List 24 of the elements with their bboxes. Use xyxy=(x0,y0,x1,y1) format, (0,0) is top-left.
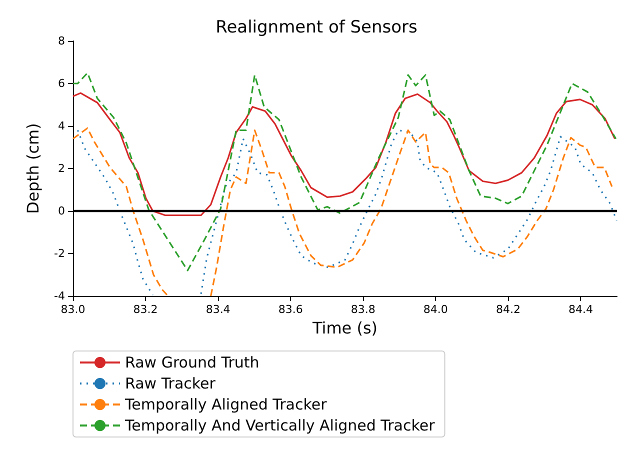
line-series xyxy=(72,72,617,272)
x-tick-label: 83.6 xyxy=(278,303,303,316)
y-tick-label: 8 xyxy=(58,34,65,48)
line-series xyxy=(72,92,616,216)
y-tick-label: -2 xyxy=(54,247,65,260)
x-tick-label: 84.4 xyxy=(568,303,593,316)
legend-label: Temporally And Vertically Aligned Tracker xyxy=(124,416,436,434)
y-tick-label: -4 xyxy=(54,290,65,302)
y-tick-label: 2 xyxy=(58,162,65,175)
legend-label: Raw Tracker xyxy=(125,374,216,392)
x-tick-label: 84.0 xyxy=(423,303,448,316)
y-tick-label: 4 xyxy=(58,120,65,132)
x-tick-label: 83.2 xyxy=(133,303,158,316)
x-tick-label: 84.2 xyxy=(496,303,520,316)
y-tick-label: 0 xyxy=(58,204,65,218)
y-axis-title: Depth (cm) xyxy=(24,123,42,214)
legend-label: Raw Ground Truth xyxy=(125,354,260,372)
legend-label: Temporally Aligned Tracker xyxy=(124,396,328,414)
chart-title: Realignment of Sensors xyxy=(216,18,418,38)
x-tick-label: 83.8 xyxy=(350,303,376,316)
x-axis-title: Time (s) xyxy=(311,318,378,338)
x-tick-label: 83.4 xyxy=(206,303,230,316)
x-tick-label: 83.0 xyxy=(60,303,86,316)
y-tick-label: 6 xyxy=(58,77,65,90)
